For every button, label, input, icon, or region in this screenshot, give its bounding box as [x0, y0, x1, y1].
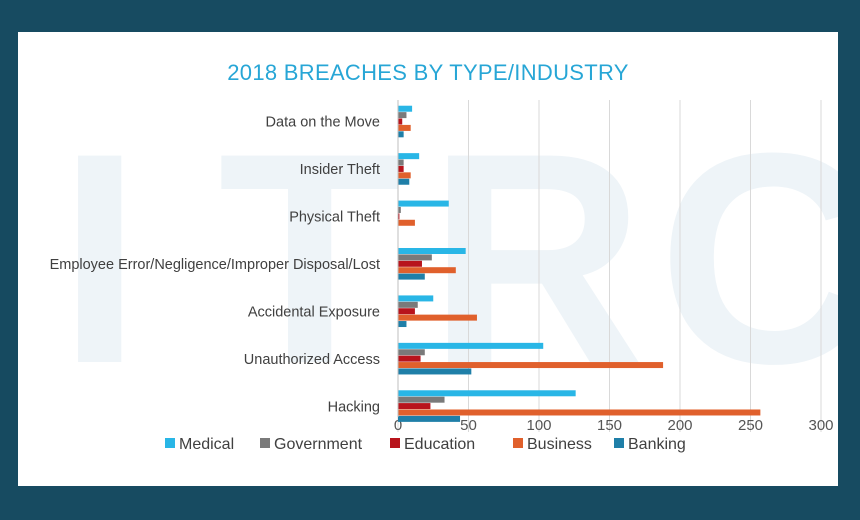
category-label: Unauthorized Access [244, 352, 380, 368]
bar-government [398, 254, 432, 261]
chart-card: I T R C 0 50 100 150 200 250 300 Data on the Move In… [18, 32, 838, 486]
bar-medical [398, 248, 466, 254]
bar-business [398, 172, 411, 179]
bar-government [398, 396, 445, 403]
bar-banking [398, 321, 407, 328]
watermark-letter: I [58, 90, 141, 426]
x-tick-label: 250 [738, 417, 763, 434]
bar-government [398, 112, 407, 119]
bar-education [398, 118, 403, 125]
bar-education [398, 308, 415, 315]
legend-swatch-banking [614, 438, 624, 448]
bar-banking [398, 415, 461, 422]
bar-banking [398, 368, 472, 375]
bar-medical [398, 153, 420, 160]
bar-medical [398, 200, 449, 207]
category-label: Insider Theft [300, 162, 380, 178]
bar-medical [398, 342, 544, 349]
x-tick-label: 200 [667, 417, 692, 434]
category-label: Accidental Exposure [248, 304, 380, 320]
watermark-letter: T [218, 90, 401, 426]
bar-banking [398, 131, 404, 138]
bar-medical [398, 105, 413, 112]
bar-banking [398, 178, 410, 185]
bar-government [398, 349, 425, 356]
watermark-letter: R [428, 90, 645, 426]
legend-swatch-education [390, 438, 400, 448]
legend-label-government: Government [274, 436, 363, 453]
bar-government [398, 159, 404, 166]
bar-government [398, 206, 401, 213]
category-label: Data on the Move [266, 115, 380, 131]
bar-medical [398, 390, 576, 397]
legend-label-education: Education [404, 436, 475, 453]
bar-business [398, 314, 477, 321]
bar-banking [398, 273, 425, 280]
bar-education [398, 260, 422, 267]
bar-business [398, 124, 411, 131]
bar-government [398, 301, 418, 308]
bar-business [398, 362, 664, 369]
bar-medical [398, 295, 434, 302]
bar-business [398, 219, 415, 226]
bar-business [398, 409, 761, 416]
x-tick-label: 100 [526, 417, 551, 434]
x-tick-label: 300 [808, 417, 833, 434]
category-label: Employee Error/Negligence/Improper Dispo… [50, 257, 380, 273]
legend-swatch-business [513, 438, 523, 448]
legend-label-banking: Banking [628, 436, 686, 453]
bar-chart: I T R C 0 50 100 150 200 250 300 Data on the Move In… [50, 90, 838, 453]
bar-business [398, 267, 456, 274]
bar-education [398, 165, 404, 172]
legend-swatch-medical [165, 438, 175, 448]
legend-label-medical: Medical [179, 436, 234, 453]
category-label: Hacking [328, 399, 380, 415]
chart-title: 2018 BREACHES BY TYPE/INDUSTRY [227, 60, 629, 85]
x-tick-label: 0 [394, 417, 402, 434]
watermark-letter: C [658, 90, 838, 426]
x-tick-label: 50 [460, 417, 477, 434]
legend-label-business: Business [527, 436, 592, 453]
legend-swatch-government [260, 438, 270, 448]
bar-education [398, 403, 431, 410]
x-tick-label: 150 [597, 417, 622, 434]
bar-education [398, 355, 421, 362]
bar-education [398, 213, 400, 220]
category-label: Physical Theft [289, 210, 380, 226]
